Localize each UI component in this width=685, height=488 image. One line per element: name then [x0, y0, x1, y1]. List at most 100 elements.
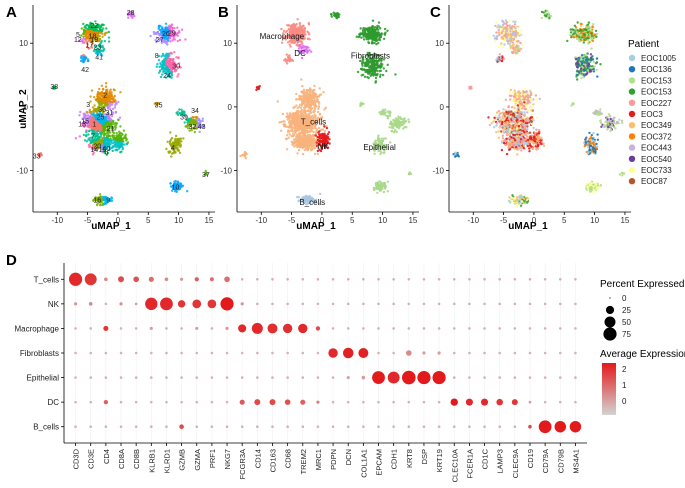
cell-point [175, 33, 178, 36]
cell-point [298, 103, 302, 106]
cell-point [303, 136, 306, 139]
cluster-label-21: 21 [107, 126, 115, 133]
cluster-label-39: 39 [180, 115, 188, 122]
cell-point [94, 20, 97, 23]
cell-point [359, 27, 362, 30]
cell-point [495, 37, 498, 41]
cell-point [292, 132, 295, 136]
cell-point [309, 135, 312, 138]
cell-point [93, 96, 96, 99]
cell-point [178, 38, 182, 42]
cell-point [165, 30, 168, 33]
cell-point [176, 65, 179, 69]
cell-point [152, 30, 155, 34]
cell-point [378, 70, 381, 73]
cell-point [302, 88, 306, 91]
cell-point [502, 23, 505, 27]
cell-point [293, 127, 296, 131]
cell-point [307, 101, 310, 104]
cell-point [374, 34, 377, 38]
cell-point [87, 133, 90, 136]
cell-point [371, 19, 375, 22]
cell-point [286, 56, 290, 59]
cell-point [374, 73, 377, 76]
cell-point [113, 106, 117, 109]
x-tick-label: 10 [174, 216, 183, 225]
cell-point [285, 62, 289, 65]
cell-point [86, 59, 90, 63]
cell-point [492, 34, 495, 37]
x-axis-label: uMAP_1 [91, 221, 131, 232]
cell-point [502, 57, 505, 61]
cell-point [377, 38, 380, 41]
cell-point [194, 116, 197, 119]
x-tick-label: -5 [288, 216, 296, 225]
cell-point [103, 39, 107, 43]
cell-point [371, 64, 375, 68]
cell-point [301, 109, 304, 112]
x-tick-label: 10 [378, 216, 387, 225]
cell-point [501, 26, 504, 29]
cell-point [369, 37, 373, 40]
cell-point [94, 128, 98, 132]
cell-point [317, 105, 320, 108]
cell-point [291, 141, 295, 144]
cell-point [308, 38, 311, 41]
cell-point [104, 82, 108, 85]
cell-point [168, 33, 171, 36]
cell-point [335, 16, 338, 19]
cell-point [310, 148, 313, 152]
cluster-label-12: 12 [74, 37, 82, 44]
x-tick-label: 15 [204, 216, 213, 225]
cell-point [95, 38, 99, 42]
cell-point [158, 38, 161, 42]
cell-point [104, 122, 108, 126]
cell-point [183, 110, 186, 114]
cell-point [389, 120, 393, 123]
cell-point [125, 142, 128, 146]
cell-point [119, 91, 122, 94]
cell-point [395, 130, 398, 134]
cell-point [498, 44, 502, 47]
cell-point [355, 35, 358, 38]
cell-point [239, 154, 242, 158]
cell-point [495, 31, 498, 34]
cell-point [360, 36, 363, 39]
cell-point [317, 126, 321, 130]
cell-point [79, 56, 83, 59]
cluster-label-20: 20 [93, 143, 101, 150]
cell-point [519, 32, 523, 35]
cell-point [285, 148, 289, 151]
cell-point [380, 137, 383, 140]
cell-point [361, 73, 365, 77]
cell-point [288, 59, 291, 62]
cell-point [501, 45, 504, 49]
cell-point [369, 33, 372, 37]
cell-point [303, 138, 306, 142]
cell-point [92, 28, 95, 32]
cell-point [312, 100, 316, 103]
cell-point [97, 123, 100, 127]
cell-point [393, 124, 396, 127]
cell-point [384, 108, 387, 111]
cell-point [101, 46, 105, 49]
cell-point [386, 190, 390, 193]
cell-point [496, 26, 499, 29]
cell-point [80, 34, 83, 37]
celltype-label-epithelial: Epithelial [363, 143, 396, 152]
cell-point [86, 43, 89, 46]
cell-point [279, 129, 283, 132]
panel-letter-d: D [6, 252, 17, 269]
cell-point [311, 97, 315, 100]
cell-point [395, 121, 398, 125]
cell-point [101, 203, 104, 207]
cell-point [291, 113, 294, 117]
cell-point [500, 34, 503, 37]
cell-point [514, 35, 518, 38]
cell-point [282, 123, 285, 126]
cell-point [399, 121, 402, 125]
cell-point [111, 97, 114, 101]
cell-point [186, 190, 189, 193]
cell-point [111, 149, 114, 153]
cell-point [91, 46, 94, 49]
